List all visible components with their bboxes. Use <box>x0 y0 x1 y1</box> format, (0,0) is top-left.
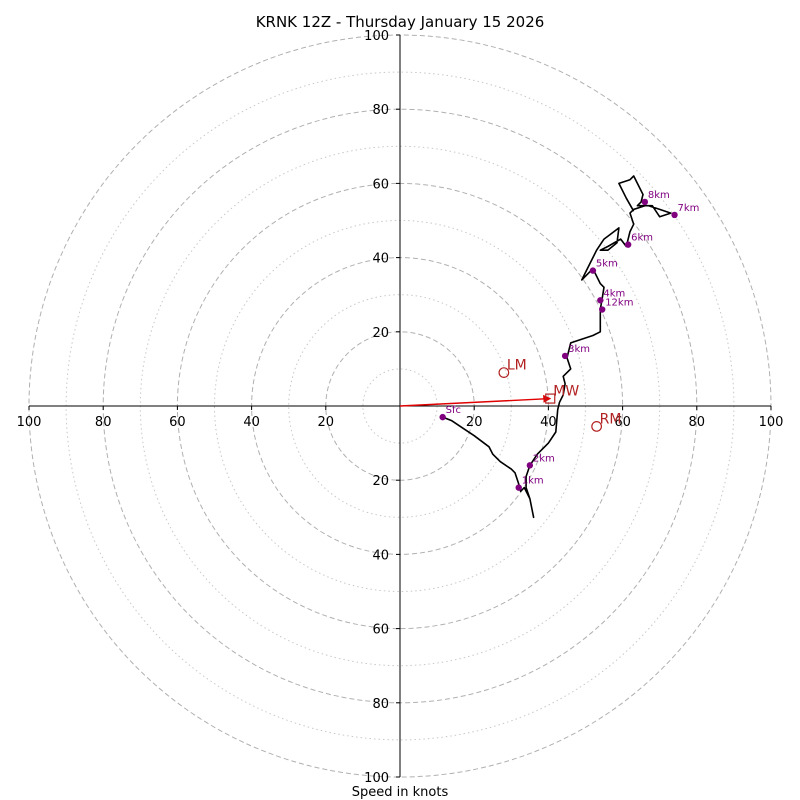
y-tick-label: 60 <box>372 177 389 192</box>
y-tick-label: 80 <box>372 697 389 712</box>
height-label-4km: 4km <box>603 288 625 299</box>
marker-label-rm: RM <box>600 411 622 427</box>
height-label-2km: 2km <box>533 453 555 464</box>
x-tick-label: 80 <box>689 415 706 430</box>
height-point-Sfc <box>439 413 446 421</box>
x-tick-label: 80 <box>95 415 112 430</box>
x-tick-label: 40 <box>243 415 260 430</box>
marker-label-lm: LM <box>507 358 527 374</box>
y-tick-label: 40 <box>372 252 389 267</box>
height-point-1km <box>515 484 522 491</box>
marker-rm <box>591 421 603 432</box>
y-tick-label: 40 <box>372 548 389 563</box>
x-tick-label: 100 <box>17 415 42 430</box>
marker-mw <box>545 393 556 404</box>
height-label-8km: 8km <box>648 190 670 201</box>
height-label-12km: 12km <box>605 298 633 309</box>
hodograph-trace-group <box>442 175 672 519</box>
height-label-6km: 6km <box>631 233 653 244</box>
y-tick-label: 100 <box>364 771 389 786</box>
y-tick-label: 100 <box>364 29 389 44</box>
height-points: Sfc 1km 2km 3km 4km 5km 6km 7km 8km 12km <box>439 190 699 491</box>
marker-lm <box>498 367 510 379</box>
height-point-3km <box>561 352 569 360</box>
storm-motion-markers: LM MW RM <box>399 358 622 432</box>
y-tick-label: 80 <box>372 103 389 118</box>
height-point-8km <box>641 198 649 206</box>
x-tick-label: 20 <box>318 415 335 430</box>
height-label-Sfc: Sfc <box>446 405 461 416</box>
hodograph-trace <box>442 175 672 519</box>
height-label-3km: 3km <box>568 344 590 355</box>
mean-wind-vector <box>399 394 552 407</box>
height-point-12km <box>598 306 606 313</box>
height-point-6km <box>624 241 632 248</box>
y-tick-label: 20 <box>372 474 389 489</box>
height-point-4km <box>597 297 604 304</box>
y-tick-labels: 100 80 60 40 20 20 40 60 80 100 <box>364 29 400 786</box>
y-tick-label: 60 <box>372 623 389 638</box>
x-axis-label: Speed in knots <box>352 785 449 800</box>
x-tick-label: 40 <box>540 415 557 430</box>
y-tick-label: 20 <box>372 326 389 341</box>
height-label-1km: 1km <box>522 476 544 487</box>
height-point-7km <box>671 211 678 219</box>
height-label-5km: 5km <box>596 259 618 270</box>
height-point-5km <box>589 267 597 274</box>
x-tick-label: 60 <box>169 415 186 430</box>
x-tick-label: 100 <box>759 415 784 430</box>
chart-title: KRNK 12Z - Thursday January 15 2026 <box>256 13 545 31</box>
x-tick-label: 60 <box>614 415 631 430</box>
x-tick-labels: 100 80 60 40 20 20 40 60 80 100 <box>17 406 784 430</box>
height-label-7km: 7km <box>678 203 700 214</box>
height-point-2km <box>526 462 534 469</box>
x-tick-label: 20 <box>466 415 483 430</box>
marker-label-mw: MW <box>553 384 579 400</box>
